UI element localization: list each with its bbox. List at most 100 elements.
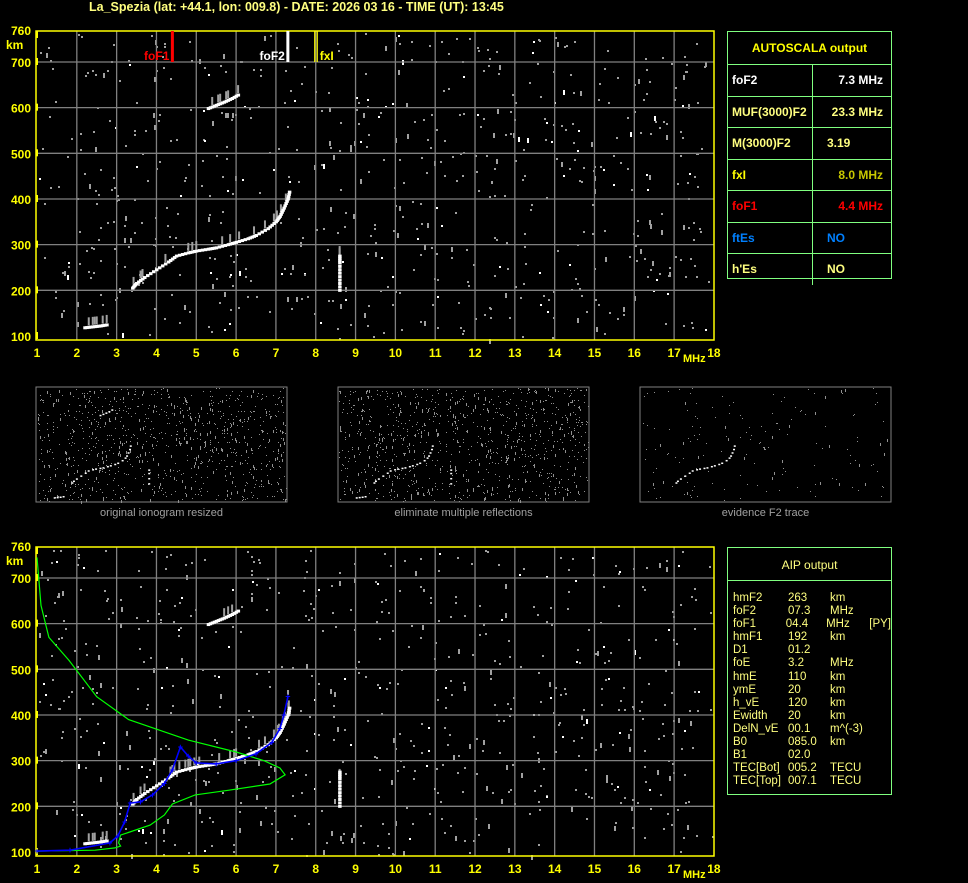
trace-echo <box>287 192 291 196</box>
noise-echo <box>125 430 126 431</box>
noise-echo <box>445 707 447 709</box>
noise-echo <box>724 489 725 490</box>
noise-echo <box>531 204 533 206</box>
noise-echo <box>132 399 133 400</box>
noise-echo <box>366 391 367 394</box>
fitted-trace-point: + <box>253 749 258 759</box>
noise-echo <box>259 192 261 194</box>
thumbnail-caption-evidence: evidence F2 trace <box>721 507 810 519</box>
noise-echo <box>555 492 556 495</box>
noise-echo <box>126 451 127 454</box>
noise-echo <box>337 328 339 330</box>
noise-echo <box>103 73 105 78</box>
noise-echo <box>331 831 333 836</box>
noise-echo <box>584 450 585 451</box>
noise-echo <box>175 491 176 492</box>
noise-echo <box>382 391 383 392</box>
noise-echo <box>254 419 255 420</box>
noise-echo <box>585 769 587 771</box>
noise-echo <box>676 643 678 645</box>
noise-echo <box>421 723 423 725</box>
noise-echo <box>521 773 523 778</box>
noise-echo <box>363 113 365 118</box>
noise-echo <box>267 496 268 497</box>
noise-echo <box>644 750 646 752</box>
noise-echo <box>421 223 423 225</box>
trace-echo <box>254 234 259 238</box>
noise-echo <box>370 235 372 237</box>
noise-echo <box>534 449 535 450</box>
trace-echo <box>139 795 143 799</box>
noise-echo <box>393 439 394 442</box>
noise-echo <box>875 404 876 405</box>
noise-echo <box>103 497 104 500</box>
noise-echo <box>701 148 703 150</box>
noise-echo <box>740 415 741 416</box>
noise-echo <box>174 605 176 607</box>
noise-echo <box>539 40 541 42</box>
noise-echo <box>155 438 156 439</box>
trace-echo <box>87 317 90 326</box>
trace-echo <box>211 96 214 105</box>
noise-echo <box>418 433 419 434</box>
noise-echo <box>231 414 232 415</box>
noise-echo <box>463 682 465 684</box>
noise-echo <box>496 159 498 164</box>
noise-echo <box>222 792 224 794</box>
noise-echo <box>619 732 621 734</box>
noise-echo <box>614 826 616 831</box>
noise-echo <box>536 455 537 456</box>
noise-echo <box>513 393 514 394</box>
noise-echo <box>156 445 157 446</box>
noise-echo <box>166 207 168 209</box>
trace-echo <box>279 728 283 732</box>
noise-echo <box>314 313 316 315</box>
noise-echo <box>52 68 54 70</box>
noise-echo <box>389 682 391 684</box>
noise-echo <box>106 460 107 461</box>
noise-echo <box>321 164 323 166</box>
trace-echo <box>283 204 287 208</box>
noise-echo <box>207 433 208 436</box>
aip-unit: TECU <box>830 762 862 775</box>
trace-echo <box>219 93 222 102</box>
trace-echo <box>141 277 145 281</box>
noise-echo <box>53 422 54 423</box>
noise-echo <box>145 799 147 801</box>
noise-echo <box>95 438 96 439</box>
noise-echo <box>38 423 39 424</box>
noise-echo <box>600 743 602 748</box>
noise-echo <box>483 409 484 410</box>
trace-echo <box>226 614 231 618</box>
noise-echo <box>385 599 387 601</box>
noise-echo <box>58 399 59 402</box>
noise-echo <box>615 822 617 824</box>
noise-echo <box>521 448 522 451</box>
noise-echo <box>239 442 240 443</box>
noise-echo <box>228 646 230 648</box>
aip-unit <box>830 644 875 657</box>
trace-echo <box>263 736 266 745</box>
noise-echo <box>551 473 552 474</box>
noise-echo <box>580 426 581 427</box>
noise-echo <box>240 462 241 465</box>
noise-echo <box>403 453 404 454</box>
noise-echo <box>65 484 66 487</box>
trace-echo <box>283 711 286 720</box>
noise-echo <box>274 810 276 812</box>
noise-echo <box>145 130 147 132</box>
thumbnail-frame <box>337 386 590 503</box>
noise-echo <box>532 491 533 492</box>
noise-echo <box>485 497 486 500</box>
noise-echo <box>382 439 383 442</box>
noise-echo <box>647 189 649 191</box>
noise-echo <box>249 472 250 473</box>
noise-echo <box>660 497 661 498</box>
trace-echo <box>191 241 194 250</box>
noise-echo <box>469 495 470 496</box>
noise-echo <box>68 696 70 698</box>
noise-echo <box>332 300 334 302</box>
noise-echo <box>77 666 79 668</box>
aip-value: 20 <box>788 709 801 722</box>
noise-echo <box>241 411 242 412</box>
